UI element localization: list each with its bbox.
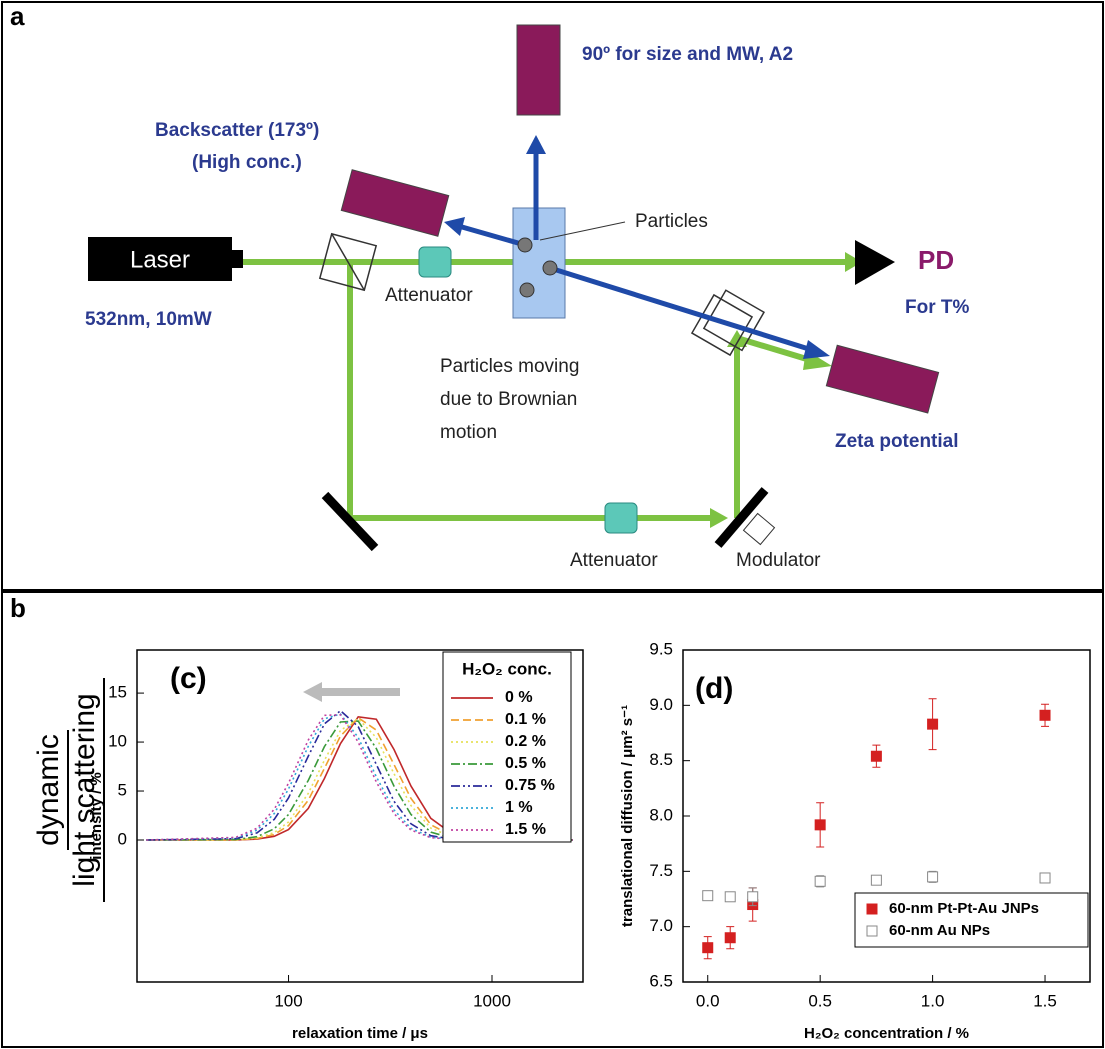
backscatter-label: Backscatter (173º) [155,120,319,141]
side-label-text: dynamic [32,734,65,846]
x-tick-label: 1000 [473,991,511,1010]
pd-label: PD [918,245,954,275]
legend-label: 0 % [505,689,533,706]
series-line [146,713,573,841]
series-line [146,715,574,841]
legend-marker [866,903,878,915]
shift-arrow-head [303,682,322,702]
x-axis-label: H₂O₂ concentration / % [804,1025,969,1042]
data-point [870,874,882,886]
brownian-text: due to Brownian [440,389,577,410]
pd-note: For T% [905,297,969,318]
y-axis-label: intensity / % [88,772,105,860]
data-point [747,891,759,903]
modulator-label: Modulator [736,550,821,571]
x-tick-label: 1.5 [1033,991,1057,1010]
laser-label: Laser [130,246,190,273]
backscatter-note: (High conc.) [192,152,302,173]
chart-title: (c) [170,662,207,695]
optics [88,24,940,552]
x-tick-label: 0.0 [696,991,720,1010]
y-tick-label: 9.0 [649,695,673,714]
y-axis-label: translational diffusion / μm² s⁻¹ [619,705,636,927]
brownian-text: motion [440,422,497,443]
y-tick-label: 5 [118,781,127,800]
data-point [702,942,714,954]
panel-b-border [1,591,1104,1048]
legend-label: 0.5 % [505,755,546,772]
x-tick-label: 1.0 [921,991,945,1010]
legend-label: 0.75 % [505,777,555,794]
y-tick-label: 10 [108,732,127,751]
legend-label: 60-nm Au NPs [889,922,990,939]
attenuator-label: Attenuator [570,550,658,571]
y-tick-label: 7.5 [649,861,673,880]
x-tick-label: 0.5 [808,991,832,1010]
y-tick-label: 8.5 [649,750,673,769]
data-point [702,890,714,902]
data-point [1039,709,1051,721]
y-tick-label: 9.5 [649,639,673,658]
panel-a-border [1,1,1104,591]
legend-label: 0.2 % [505,733,546,750]
detector-label: 90º for size and MW, A2 [582,44,793,65]
data-point [724,891,736,903]
y-tick-label: 8.0 [649,805,673,824]
series-line [146,720,573,841]
legend-title: H₂O₂ conc. [462,659,552,678]
zeta-label: Zeta potential [835,431,959,452]
y-tick-label: 0 [118,829,127,848]
data-point [814,875,826,887]
data-point [870,750,882,762]
legend-box [854,892,1089,948]
attenuator-label: Attenuator [385,285,473,306]
laser-spec: 532nm, 10mW [85,309,212,330]
brownian-text: Particles moving [440,356,579,377]
legend-marker [866,925,878,937]
legend-box [442,651,572,843]
series-line [146,709,573,841]
legend-label: 1.5 % [505,821,546,838]
y-tick-label: 6.5 [649,971,673,990]
data-point [814,819,826,831]
data-point [724,932,736,944]
y-tick-label: 15 [108,683,127,702]
data-point [927,718,939,730]
x-tick-label: 100 [274,991,302,1010]
side-label-text: light scattering [68,693,101,886]
side-label: dynamic light scattering [32,678,105,902]
data-point [1039,872,1051,884]
panel-label: b [10,593,26,623]
y-tick-label: 7.0 [649,916,673,935]
legend-label: 1 % [505,799,533,816]
chart-title: (d) [695,672,733,705]
data-point [927,871,939,883]
x-axis-label: relaxation time / μs [292,1025,428,1042]
panel-label: a [10,1,25,31]
plot-frame [136,649,584,983]
legend-label: 0.1 % [505,711,546,728]
legend-label: 60-nm Pt-Pt-Au JNPs [889,900,1039,917]
particles-label: Particles [635,211,708,232]
